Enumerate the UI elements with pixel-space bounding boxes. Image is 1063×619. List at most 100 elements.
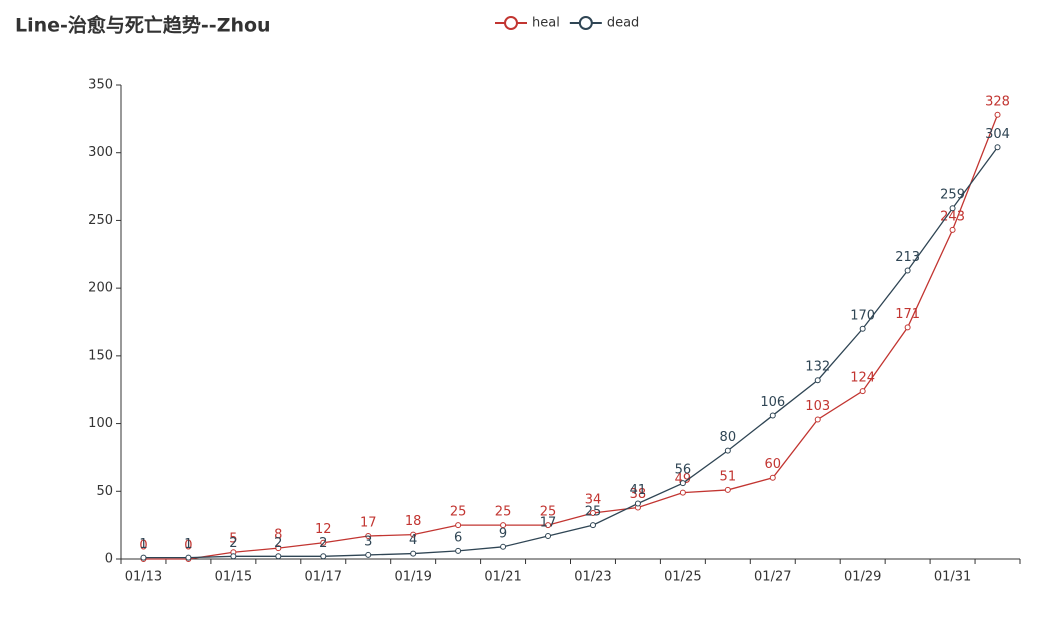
value-label: 34 <box>585 492 602 507</box>
point <box>455 547 462 554</box>
value-label: 171 <box>895 307 920 322</box>
point <box>859 388 866 395</box>
point <box>769 474 776 481</box>
value-label: 170 <box>850 308 875 323</box>
value-label: 304 <box>985 127 1010 142</box>
x-tick-label: 01/29 <box>844 570 881 585</box>
point <box>365 532 372 539</box>
point <box>589 509 596 516</box>
value-label: 51 <box>720 469 737 484</box>
y-tick-label: 100 <box>88 416 113 431</box>
value-label: 25 <box>450 505 467 520</box>
value-label: 3 <box>364 534 372 549</box>
value-label: 56 <box>675 463 692 478</box>
x-tick-label: 01/27 <box>754 570 791 585</box>
point <box>904 324 911 331</box>
point <box>410 550 417 557</box>
y-tick-label: 200 <box>88 281 113 296</box>
value-label: 1 <box>139 537 147 552</box>
value-label: 124 <box>850 371 875 386</box>
point <box>500 543 507 550</box>
y-tick-label: 50 <box>96 484 113 499</box>
point <box>724 486 731 493</box>
value-label: 0 <box>184 539 192 554</box>
value-label: 60 <box>765 457 782 472</box>
value-label: 18 <box>405 514 422 529</box>
x-tick-label: 01/17 <box>305 570 342 585</box>
value-label: 38 <box>630 487 647 502</box>
x-tick-label: 01/15 <box>215 570 252 585</box>
y-tick-label: 150 <box>88 348 113 363</box>
point <box>949 205 956 212</box>
value-label: 0 <box>139 539 147 554</box>
value-label: 41 <box>630 483 647 498</box>
point <box>994 111 1001 118</box>
legend-label: heal <box>532 16 560 31</box>
line <box>143 114 999 560</box>
point <box>994 144 1001 151</box>
point <box>859 325 866 332</box>
point <box>589 522 596 529</box>
point <box>275 553 282 560</box>
x-tick-label: 01/25 <box>664 570 701 585</box>
value-label: 2 <box>274 536 282 551</box>
value-label: 2 <box>229 536 237 551</box>
point <box>814 377 821 384</box>
point <box>320 553 327 560</box>
point <box>679 480 686 487</box>
value-label: 2 <box>319 536 327 551</box>
value-label: 25 <box>585 505 602 520</box>
chart-title: Line-治愈与死亡趋势--Zhou <box>15 14 271 37</box>
x-tick-label: 01/31 <box>934 570 971 585</box>
point <box>455 522 462 529</box>
line <box>143 146 999 559</box>
y-tick-label: 350 <box>88 78 113 93</box>
point <box>814 416 821 423</box>
value-label: 80 <box>720 430 737 445</box>
legend-marker <box>578 16 593 30</box>
value-label: 259 <box>940 188 965 203</box>
point <box>185 554 192 561</box>
value-label: 213 <box>895 250 920 265</box>
y-tick-label: 250 <box>88 213 113 228</box>
point <box>724 447 731 454</box>
point <box>949 226 956 233</box>
value-label: 17 <box>540 515 557 530</box>
point <box>500 522 507 529</box>
point <box>545 532 552 539</box>
value-label: 6 <box>454 530 462 545</box>
value-label: 49 <box>675 472 692 487</box>
value-label: 106 <box>760 395 785 410</box>
legend-marker <box>504 16 518 30</box>
point <box>320 539 327 546</box>
point <box>275 545 282 552</box>
value-label: 8 <box>274 528 282 543</box>
value-label: 132 <box>805 360 830 375</box>
value-label: 25 <box>495 505 512 520</box>
x-tick-label: 01/13 <box>125 570 162 585</box>
value-label: 243 <box>940 209 965 224</box>
point <box>410 531 417 538</box>
point <box>634 500 641 507</box>
value-label: 103 <box>805 399 830 414</box>
point <box>140 554 147 561</box>
x-tick-label: 01/21 <box>484 570 521 585</box>
y-tick-label: 0 <box>105 552 113 567</box>
point <box>679 489 686 496</box>
legend-label: dead <box>607 16 639 31</box>
point <box>365 551 372 558</box>
point <box>769 412 776 419</box>
value-label: 17 <box>360 515 377 530</box>
point <box>545 522 552 529</box>
value-label: 328 <box>985 94 1010 109</box>
value-label: 5 <box>229 532 237 547</box>
x-tick-label: 01/23 <box>574 570 611 585</box>
x-tick-label: 01/19 <box>394 570 431 585</box>
value-label: 9 <box>499 526 507 541</box>
value-label: 1 <box>184 537 192 552</box>
value-label: 4 <box>409 533 417 548</box>
value-label: 12 <box>315 522 332 537</box>
y-tick-label: 300 <box>88 145 113 160</box>
point <box>230 553 237 560</box>
